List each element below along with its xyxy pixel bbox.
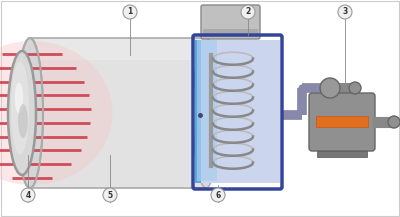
Circle shape (298, 84, 306, 92)
Circle shape (320, 78, 340, 98)
Bar (201, 40, 280, 183)
Circle shape (241, 5, 255, 19)
Ellipse shape (193, 38, 219, 188)
Bar (195, 40, 203, 183)
Circle shape (388, 116, 400, 128)
Text: 1: 1 (127, 8, 133, 16)
Text: 2: 2 (245, 8, 251, 16)
FancyBboxPatch shape (201, 5, 260, 39)
Ellipse shape (15, 82, 23, 113)
Bar (203, 29, 258, 37)
Ellipse shape (18, 104, 28, 138)
Ellipse shape (11, 61, 29, 155)
Bar (317, 151, 367, 157)
Circle shape (349, 82, 361, 94)
Circle shape (338, 5, 352, 19)
Circle shape (211, 188, 225, 202)
Ellipse shape (0, 41, 112, 185)
PathPatch shape (30, 38, 206, 188)
Circle shape (21, 188, 35, 202)
Ellipse shape (8, 51, 36, 175)
Text: 6: 6 (215, 191, 221, 199)
FancyBboxPatch shape (30, 38, 206, 60)
Circle shape (103, 188, 117, 202)
Text: 4: 4 (25, 191, 31, 199)
Ellipse shape (17, 38, 43, 188)
Bar (197, 40, 217, 181)
Circle shape (123, 5, 137, 19)
Bar (316, 116, 368, 127)
FancyBboxPatch shape (309, 93, 375, 151)
Text: 3: 3 (342, 8, 348, 16)
Text: 5: 5 (108, 191, 112, 199)
